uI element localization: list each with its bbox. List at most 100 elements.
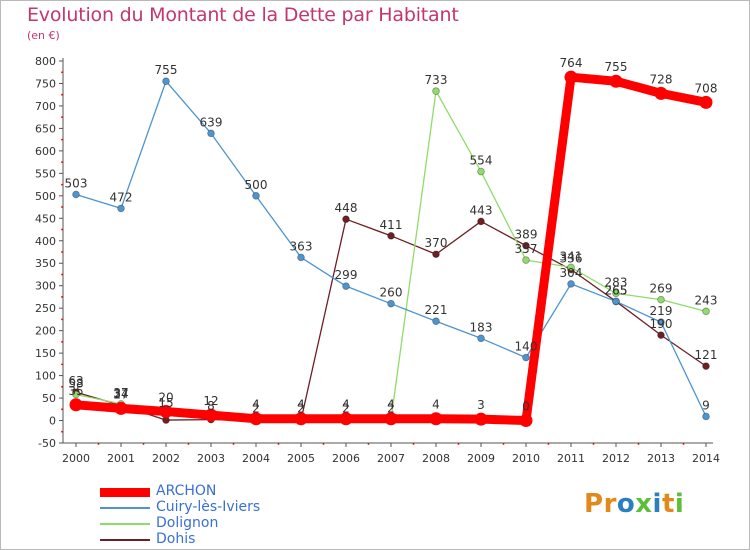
- data-label: 35: [68, 384, 83, 398]
- data-label: 269: [650, 282, 673, 296]
- y-minor-tick: [61, 206, 63, 208]
- data-label: 304: [560, 266, 583, 280]
- y-tick-label: 150: [35, 347, 56, 360]
- x-minor-tick: [367, 443, 370, 445]
- x-tick-label: 2013: [647, 452, 675, 465]
- data-label: 4: [297, 398, 305, 412]
- x-tick-label: 2010: [512, 452, 540, 465]
- y-tick-label: 400: [35, 235, 56, 248]
- data-point: [432, 87, 440, 95]
- y-minor-tick: [61, 138, 63, 141]
- data-label: 243: [695, 293, 718, 307]
- x-tick-label: 2011: [557, 452, 585, 465]
- data-label: 2: [387, 402, 395, 416]
- legend-swatch: [100, 507, 150, 509]
- y-tick-label: 300: [35, 280, 56, 293]
- logo-letter: o: [616, 489, 636, 519]
- series-line: [75, 90, 707, 421]
- chart-title: Evolution du Montant de la Dette par Hab…: [27, 4, 459, 26]
- y-tick-label: 750: [35, 77, 56, 90]
- series-cuiry-l-s-iviers: [72, 77, 710, 421]
- data-label: 299: [335, 268, 358, 282]
- y-tick-label: 550: [35, 167, 56, 180]
- data-label: 341: [560, 249, 583, 263]
- x-minor-tick: [457, 443, 460, 445]
- series-line: [75, 80, 707, 418]
- x-minor-tick: [502, 443, 505, 445]
- data-point: [294, 412, 308, 426]
- data-label: 363: [290, 239, 313, 253]
- logo-letter: i: [652, 489, 662, 519]
- data-point: [609, 74, 623, 88]
- data-label: 63: [68, 374, 83, 388]
- data-label: 15: [158, 396, 173, 410]
- data-label: 283: [605, 275, 628, 289]
- data-label: 443: [470, 203, 493, 217]
- data-label: 411: [380, 218, 403, 232]
- data-point: [612, 289, 620, 298]
- y-minor-tick: [61, 363, 63, 366]
- data-point: [387, 299, 395, 308]
- data-point: [702, 307, 710, 316]
- chart-axes: -500501001502002503003504004505005506006…: [35, 55, 720, 465]
- x-tick-label: 2008: [422, 452, 450, 465]
- data-label: 4: [342, 398, 350, 412]
- x-tick-label: 2005: [287, 452, 315, 465]
- y-minor-tick: [61, 93, 63, 96]
- data-point: [342, 215, 350, 223]
- x-minor-tick: [232, 443, 235, 445]
- y-tick-label: 600: [35, 145, 56, 158]
- data-label: 755: [605, 60, 628, 74]
- data-point: [207, 129, 215, 138]
- data-label: 370: [425, 236, 448, 250]
- data-point: [522, 353, 530, 362]
- data-point: [114, 401, 128, 415]
- logo-letter: i: [674, 489, 685, 519]
- data-point: [432, 317, 440, 326]
- data-label: 221: [425, 303, 448, 317]
- data-label: 20: [158, 391, 173, 405]
- data-label: 140: [515, 340, 538, 354]
- y-minor-tick: [61, 296, 63, 298]
- data-point: [339, 412, 353, 426]
- data-label: 472: [110, 190, 133, 204]
- x-tick-label: 2000: [62, 452, 90, 465]
- legend-swatch: [100, 487, 150, 497]
- data-label: 3: [477, 398, 485, 412]
- data-label: 4: [252, 398, 260, 412]
- series-archon: [69, 70, 713, 428]
- data-label: 4: [387, 398, 395, 412]
- data-point: [567, 263, 575, 272]
- data-point: [387, 232, 395, 240]
- logo-letter: r: [603, 489, 617, 519]
- x-tick-label: 2004: [242, 452, 270, 465]
- data-label: 503: [65, 176, 88, 190]
- y-tick-label: 0: [49, 415, 56, 428]
- y-minor-tick: [61, 385, 63, 388]
- data-label: 183: [470, 320, 493, 334]
- logo-letter: x: [635, 489, 653, 519]
- y-tick-label: -50: [38, 437, 56, 450]
- data-label: 34: [113, 387, 128, 401]
- x-minor-tick: [97, 443, 100, 445]
- y-tick-label: 700: [35, 100, 56, 113]
- data-label: 448: [335, 201, 358, 215]
- data-point: [249, 412, 263, 426]
- y-minor-tick: [61, 273, 63, 276]
- x-minor-tick: [187, 443, 190, 445]
- data-point: [699, 95, 713, 109]
- data-point: [72, 190, 80, 199]
- data-point: [342, 282, 350, 290]
- data-point: [702, 362, 710, 370]
- x-minor-tick: [682, 443, 685, 445]
- y-tick-label: 650: [35, 122, 56, 135]
- y-tick-label: 200: [35, 325, 56, 338]
- legend-label: Dolignon: [156, 515, 219, 531]
- data-label: 260: [380, 286, 403, 300]
- data-label: 708: [695, 81, 718, 95]
- data-point: [477, 167, 485, 176]
- x-tick-label: 2001: [107, 452, 135, 465]
- x-tick-label: 2012: [602, 452, 630, 465]
- data-label: 639: [200, 115, 223, 129]
